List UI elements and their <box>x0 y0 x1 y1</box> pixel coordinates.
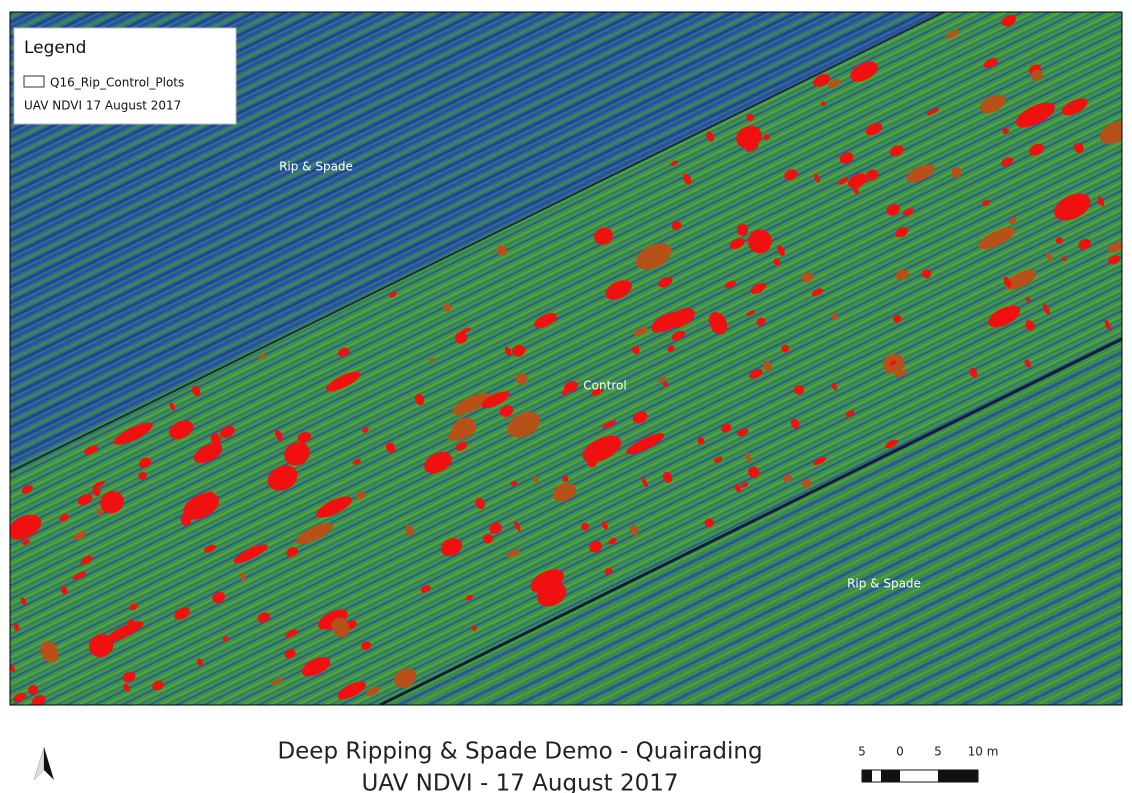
scale-label: 0 <box>896 745 904 759</box>
page: {"legend": {"title": "Legend", "items": … <box>0 0 1132 793</box>
map-label: Rip & Spade <box>279 160 353 174</box>
map-label: Rip & Spade <box>847 577 921 591</box>
scale-segment <box>938 770 978 782</box>
scale-segment <box>881 770 900 782</box>
map-subtitle: UAV NDVI - 17 August 2017 <box>361 771 678 793</box>
legend-item: Q16_Rip_Control_Plots <box>50 76 184 90</box>
map-label: Control <box>583 379 626 393</box>
scale-label: 5 <box>934 745 942 759</box>
map-layout: Legend Q16_Rip_Control_Plots UAV NDVI 17… <box>0 0 1132 793</box>
scale-label: 10 m <box>968 745 999 759</box>
map-title: Deep Ripping & Spade Demo - Quairading <box>277 739 762 765</box>
scale-segment <box>862 770 872 782</box>
legend-title: Legend <box>24 38 86 58</box>
scale-label: 5 <box>858 745 866 759</box>
scale-bar <box>862 770 978 782</box>
legend-item: UAV NDVI 17 August 2017 <box>24 99 181 113</box>
